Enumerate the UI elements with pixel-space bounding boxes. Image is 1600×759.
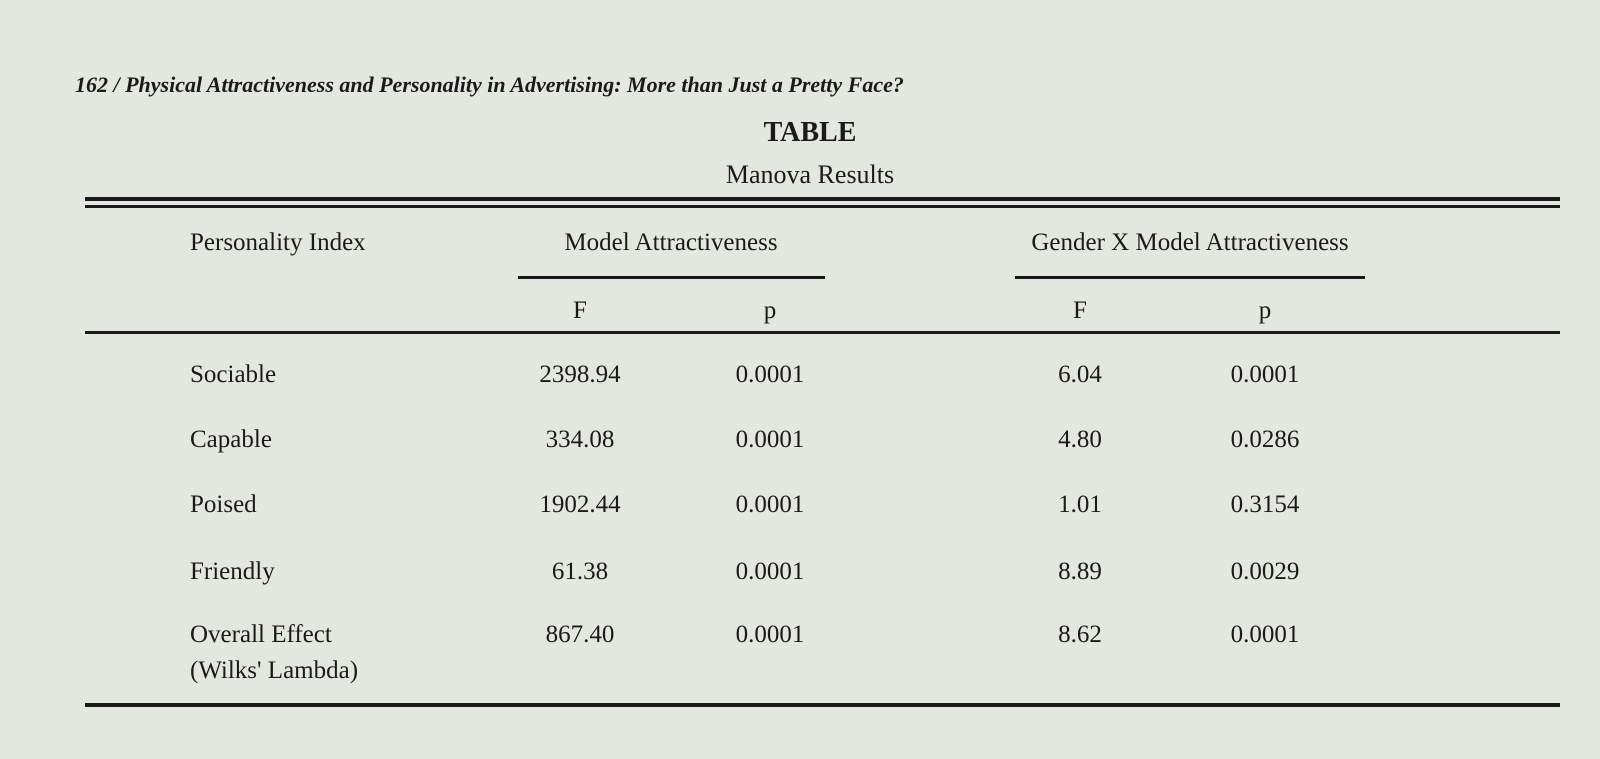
row-label: Sociable [190,361,277,388]
cell: 0.0286 [1230,426,1300,453]
cell: 867.40 [545,621,615,648]
cell: 0.0001 [1230,361,1300,388]
row-label: Overall Effect [190,621,332,648]
rule [85,703,1560,707]
cell: 8.62 [1058,621,1102,648]
cell: 0.0001 [735,558,805,585]
cell: 1.01 [1058,491,1102,518]
cell: 0.0029 [1230,558,1300,585]
cell: 6.04 [1058,361,1102,388]
cell: 61.38 [551,558,609,585]
cell: 0.0001 [735,491,805,518]
row-label: Capable [190,426,272,453]
group-header: Model Attractiveness [564,229,778,256]
row-header: Personality Index [190,229,366,256]
cell: 2398.94 [539,361,621,388]
cell: 334.08 [545,426,615,453]
row-label: Friendly [190,558,275,585]
column-header: F [1073,297,1087,324]
cell: 8.89 [1058,558,1102,585]
cell: 1902.44 [539,491,621,518]
row-label: Poised [190,491,257,518]
cell: 0.0001 [735,621,805,648]
table-subtitle: Manova Results [725,160,895,189]
rule [85,331,1560,334]
rule [85,205,1560,208]
table-title: TABLE [763,117,857,148]
column-header: p [763,297,777,324]
column-header: p [1258,297,1272,324]
running-title: 162 / Physical Attractiveness and Person… [75,72,904,97]
cell: 4.80 [1058,426,1102,453]
column-header: F [573,297,587,324]
cell: 0.0001 [735,426,805,453]
rule [1015,276,1365,279]
rule [518,276,825,279]
group-header: Gender X Model Attractiveness [1031,229,1349,256]
row-sublabel: (Wilks' Lambda) [190,657,359,684]
cell: 0.0001 [1230,621,1300,648]
cell: 0.3154 [1230,491,1300,518]
cell: 0.0001 [735,361,805,388]
rule [85,197,1560,201]
